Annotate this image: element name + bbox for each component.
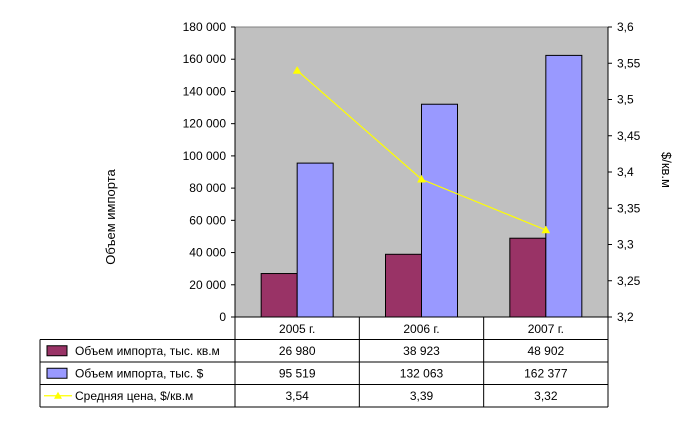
- category-label: 2006 г.: [403, 322, 439, 336]
- legend-label: Объем импорта, тыс. кв.м: [75, 344, 220, 358]
- legend-label: Объем импорта, тыс. $: [75, 366, 204, 380]
- y-axis-label: Объем импорта: [103, 168, 118, 264]
- data-label: 3,39: [410, 389, 434, 403]
- y-tick-label: 60 000: [189, 213, 226, 227]
- data-label: 132 063: [400, 366, 444, 380]
- bar-series-1-0: [296, 162, 334, 318]
- bar-series-0-1: [385, 253, 422, 318]
- legend-swatch: [46, 367, 68, 379]
- category-label: 2007 г.: [528, 322, 564, 336]
- y-tick-label: 40 000: [189, 246, 226, 260]
- y-tick-label: 20 000: [189, 278, 226, 292]
- legend-label: Средняя цена, $/кв.м: [75, 389, 193, 403]
- bar-series-1-1: [421, 103, 458, 318]
- y2-tick-label: 3,45: [617, 129, 641, 143]
- y-tick-label: 0: [219, 310, 226, 324]
- y2-tick-label: 3,2: [617, 310, 634, 324]
- data-label: 26 980: [279, 344, 316, 358]
- line-point-1: [417, 174, 426, 183]
- bar-series-1-2: [545, 54, 583, 318]
- data-label: 3,54: [285, 389, 309, 403]
- y2-tick-label: 3,55: [617, 56, 641, 70]
- y2-axis-label: $/кв.м: [659, 152, 674, 188]
- y2-tick-label: 3,3: [617, 238, 634, 252]
- y-tick-label: 160 000: [183, 52, 227, 66]
- y-tick-label: 100 000: [183, 149, 227, 163]
- bar-series-0-0: [260, 273, 298, 318]
- line-point-0: [292, 65, 302, 74]
- legend-marker: [54, 391, 62, 399]
- bar-series-0-2: [509, 237, 547, 318]
- y2-tick-label: 3,5: [617, 93, 634, 107]
- data-label: 48 902: [527, 344, 564, 358]
- y2-tick-label: 3,6: [617, 20, 634, 34]
- y2-tick-label: 3,25: [617, 274, 641, 288]
- y2-tick-label: 3,4: [617, 165, 634, 179]
- y-tick-label: 180 000: [183, 20, 227, 34]
- data-label: 3,32: [534, 389, 558, 403]
- y-tick-label: 140 000: [183, 84, 227, 98]
- data-label: 162 377: [524, 366, 568, 380]
- y-tick-label: 120 000: [183, 117, 227, 131]
- y2-tick-label: 3,35: [617, 201, 641, 215]
- data-label: 38 923: [403, 344, 440, 358]
- data-label: 95 519: [279, 366, 316, 380]
- y-tick-label: 80 000: [189, 181, 226, 195]
- line-point-2: [541, 225, 551, 234]
- category-label: 2005 г.: [279, 322, 315, 336]
- legend-swatch: [46, 345, 68, 357]
